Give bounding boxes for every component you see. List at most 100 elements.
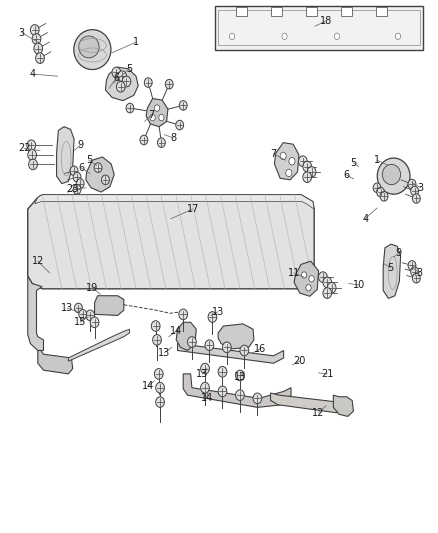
Text: 3: 3 <box>418 183 424 193</box>
Polygon shape <box>294 261 318 296</box>
Polygon shape <box>28 195 314 289</box>
Text: 14: 14 <box>142 381 154 391</box>
Circle shape <box>151 321 160 332</box>
Text: 9: 9 <box>396 248 402 258</box>
Text: 4: 4 <box>362 214 368 224</box>
Circle shape <box>411 267 419 277</box>
Text: 10: 10 <box>353 280 365 290</box>
Circle shape <box>150 115 155 121</box>
Circle shape <box>187 337 196 348</box>
Circle shape <box>117 82 125 92</box>
Text: 8: 8 <box>170 133 176 143</box>
Circle shape <box>318 272 327 282</box>
Polygon shape <box>275 143 299 180</box>
Text: 6: 6 <box>343 170 350 180</box>
Circle shape <box>306 285 311 291</box>
Text: 13: 13 <box>196 369 208 379</box>
Circle shape <box>253 393 262 403</box>
Circle shape <box>154 368 163 379</box>
Circle shape <box>140 135 148 145</box>
Circle shape <box>205 340 214 351</box>
Circle shape <box>411 186 419 196</box>
Polygon shape <box>68 329 130 361</box>
Text: 13: 13 <box>212 306 224 317</box>
Circle shape <box>28 159 37 169</box>
Circle shape <box>236 370 244 381</box>
Bar <box>306 7 317 15</box>
Polygon shape <box>271 393 343 413</box>
Text: 5: 5 <box>127 64 133 74</box>
Ellipse shape <box>74 30 111 69</box>
Circle shape <box>28 150 36 160</box>
Circle shape <box>74 303 82 313</box>
Ellipse shape <box>79 36 99 58</box>
Polygon shape <box>177 344 284 364</box>
Circle shape <box>380 191 388 201</box>
Text: 13: 13 <box>234 372 246 382</box>
Circle shape <box>27 140 35 151</box>
Circle shape <box>323 288 332 298</box>
Circle shape <box>413 273 420 283</box>
Circle shape <box>118 71 127 82</box>
Circle shape <box>152 335 161 345</box>
Circle shape <box>179 309 187 320</box>
Text: 19: 19 <box>86 283 99 293</box>
Circle shape <box>34 43 42 54</box>
Text: 5: 5 <box>350 158 357 168</box>
Text: 4: 4 <box>29 69 35 79</box>
Polygon shape <box>95 296 124 316</box>
Polygon shape <box>57 127 74 183</box>
Circle shape <box>373 183 381 192</box>
Circle shape <box>298 156 307 166</box>
Circle shape <box>79 310 87 319</box>
Circle shape <box>112 67 121 78</box>
Circle shape <box>165 79 173 89</box>
Text: 9: 9 <box>77 140 83 150</box>
Circle shape <box>396 33 401 39</box>
Circle shape <box>408 179 416 189</box>
Circle shape <box>159 115 164 121</box>
Circle shape <box>201 364 209 374</box>
Circle shape <box>303 172 311 182</box>
Circle shape <box>32 34 41 44</box>
Polygon shape <box>183 374 291 407</box>
Circle shape <box>280 152 286 160</box>
Text: 12: 12 <box>312 408 325 418</box>
Text: 1: 1 <box>374 155 380 165</box>
Bar <box>218 10 420 45</box>
Circle shape <box>30 25 39 35</box>
Polygon shape <box>333 395 353 416</box>
Ellipse shape <box>382 165 401 184</box>
Text: 20: 20 <box>293 356 306 366</box>
Circle shape <box>155 382 164 393</box>
Circle shape <box>73 184 81 194</box>
Text: 15: 15 <box>74 317 86 327</box>
Text: 3: 3 <box>417 268 423 278</box>
Circle shape <box>73 172 81 182</box>
Circle shape <box>236 390 244 400</box>
Text: 7: 7 <box>270 149 277 159</box>
Circle shape <box>327 282 336 293</box>
Bar <box>341 7 352 15</box>
Circle shape <box>179 101 187 110</box>
Text: 12: 12 <box>32 256 44 266</box>
Circle shape <box>122 76 131 87</box>
Polygon shape <box>38 351 73 374</box>
Text: 6: 6 <box>78 163 85 173</box>
Text: 14: 14 <box>170 326 182 336</box>
Text: 16: 16 <box>254 344 267 354</box>
Text: 21: 21 <box>321 369 333 379</box>
Text: 1: 1 <box>133 37 139 47</box>
Circle shape <box>307 166 316 177</box>
Circle shape <box>208 312 217 322</box>
Text: 17: 17 <box>187 204 199 214</box>
Polygon shape <box>215 6 424 50</box>
Circle shape <box>35 53 44 63</box>
Circle shape <box>218 367 227 377</box>
Text: 5: 5 <box>86 155 92 165</box>
Circle shape <box>201 382 209 393</box>
Text: 11: 11 <box>288 268 300 278</box>
Circle shape <box>334 33 339 39</box>
Text: 13: 13 <box>158 348 170 358</box>
Polygon shape <box>176 322 196 351</box>
